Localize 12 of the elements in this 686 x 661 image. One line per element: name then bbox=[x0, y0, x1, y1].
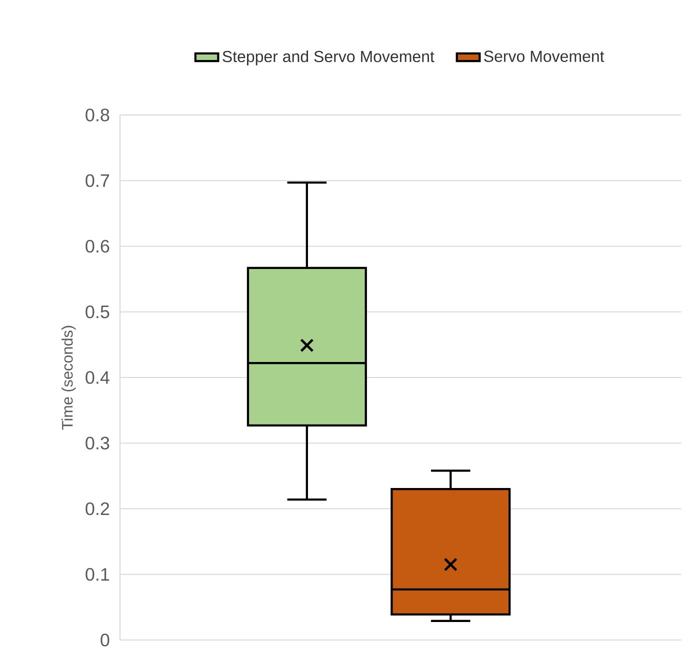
y-tick-label: 0.7 bbox=[86, 174, 110, 187]
y-tick-label: 0.4 bbox=[86, 371, 110, 384]
y-tick-label: 0.8 bbox=[86, 108, 110, 122]
y-axis-title: Time (seconds) bbox=[62, 326, 76, 430]
y-tick-label: 0.6 bbox=[86, 240, 110, 253]
y-tick-label: 0.3 bbox=[86, 436, 110, 450]
y-tick-label: 0 bbox=[100, 634, 110, 646]
y-tick-label: 0.2 bbox=[86, 502, 110, 516]
y-tick-label: 0.1 bbox=[86, 568, 110, 581]
legend-label: Servo Movement bbox=[484, 50, 604, 62]
legend-label: Stepper and Servo Movement bbox=[222, 50, 434, 66]
y-tick-label: 0.5 bbox=[86, 306, 110, 318]
